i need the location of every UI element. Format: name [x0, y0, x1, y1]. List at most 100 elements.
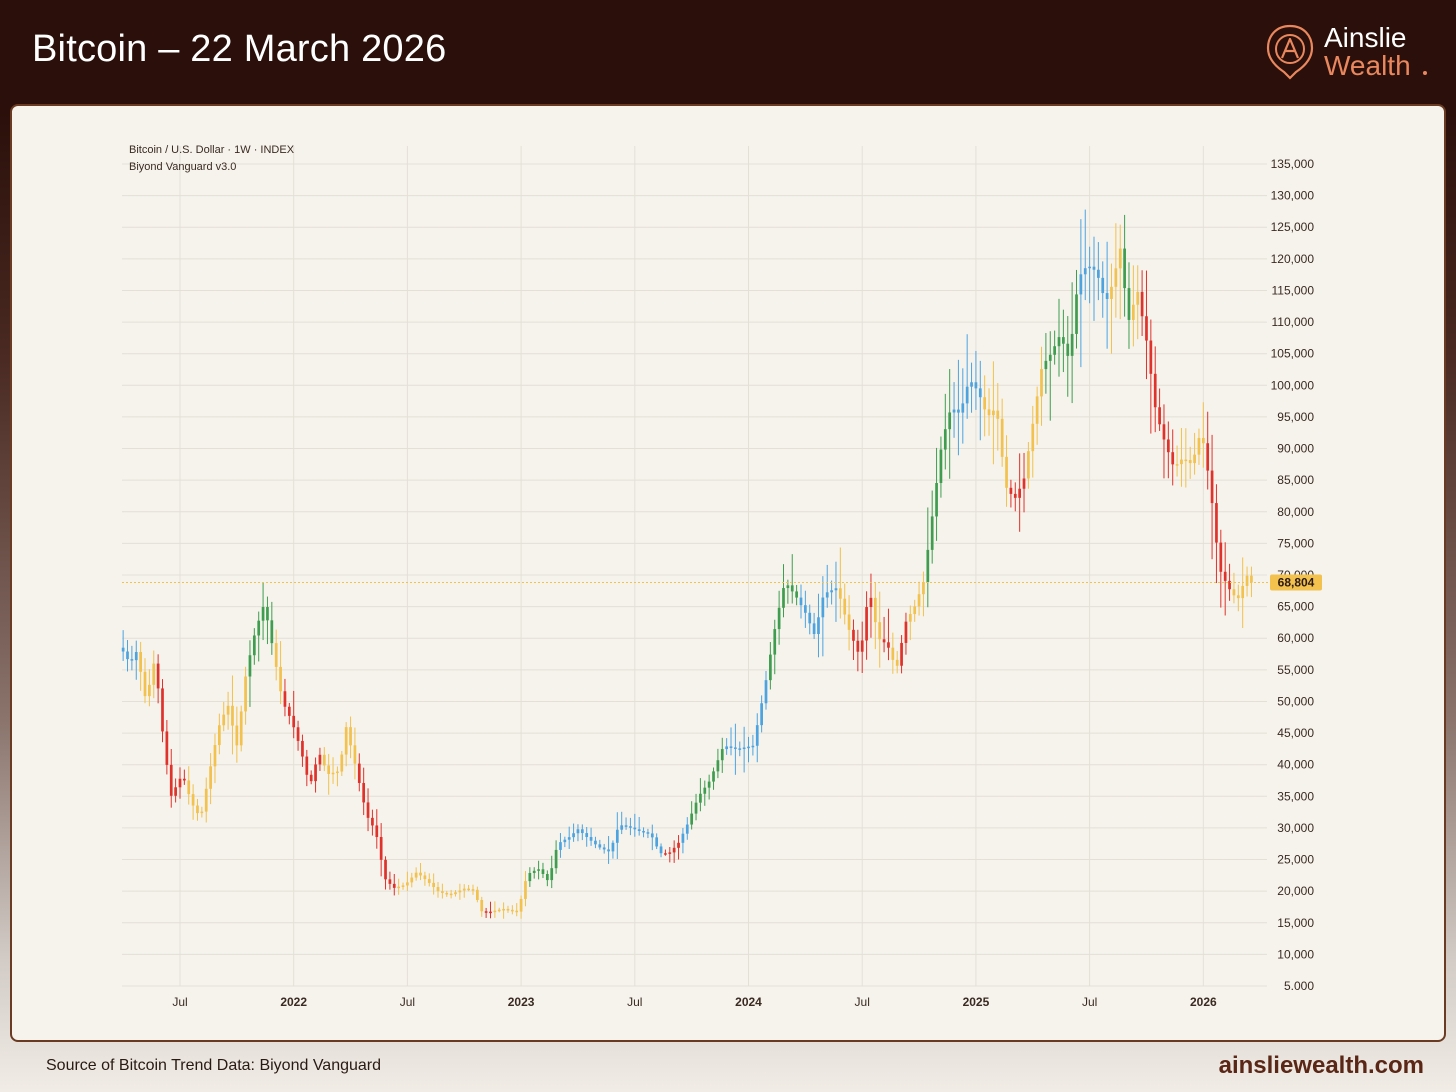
- candle-body: [1053, 346, 1056, 355]
- candle-body: [379, 837, 383, 860]
- y-tick-label: 130,000: [1271, 189, 1315, 203]
- candle-body: [524, 881, 527, 899]
- candle-body: [532, 870, 536, 873]
- y-tick-label: 65,000: [1277, 600, 1314, 614]
- candle-body: [694, 802, 698, 814]
- candle-body: [602, 847, 606, 850]
- candle-body: [1131, 304, 1135, 320]
- candle-body: [865, 607, 868, 641]
- candle-body: [961, 403, 965, 413]
- candle-body: [598, 844, 602, 848]
- candle-body: [935, 483, 938, 517]
- candle-body: [1057, 337, 1061, 347]
- candle-body: [126, 651, 129, 660]
- candle-body: [1062, 337, 1065, 344]
- y-tick-label: 10,000: [1277, 947, 1314, 961]
- candle-body: [480, 900, 484, 912]
- candle-body: [410, 877, 414, 883]
- candle-body: [515, 910, 519, 913]
- candle-body: [948, 412, 952, 430]
- candle-body: [471, 889, 475, 891]
- candle-body: [620, 825, 624, 830]
- candle-body: [1097, 269, 1100, 278]
- candle-body: [191, 794, 195, 806]
- candle-body: [738, 748, 742, 750]
- price-chart[interactable]: 5.000 10,000 15,000 20,000 25,000 30,000 35,00…: [12, 106, 1444, 1040]
- candle-body: [1184, 459, 1188, 462]
- candle-body: [716, 760, 720, 772]
- candle-body: [567, 837, 571, 840]
- candle-body: [699, 793, 702, 803]
- candle-body: [607, 849, 610, 852]
- candle-body: [1219, 542, 1223, 572]
- candle-body: [882, 639, 886, 643]
- candlestick-series: [121, 209, 1253, 919]
- candle-body: [1114, 268, 1118, 287]
- candle-body: [371, 817, 374, 826]
- candle-body: [659, 846, 663, 854]
- candle-body: [449, 893, 453, 896]
- candle-body: [1232, 589, 1236, 596]
- candle-body: [366, 802, 370, 818]
- candle-body: [917, 594, 921, 607]
- candle-body: [821, 597, 825, 618]
- candle-body: [502, 908, 505, 911]
- candle-body: [537, 869, 540, 871]
- candle-body: [873, 597, 877, 623]
- y-tick-label: 50,000: [1277, 694, 1314, 708]
- candle-body: [913, 606, 917, 615]
- candle-body: [1149, 340, 1153, 374]
- candle-body: [615, 829, 619, 843]
- y-tick-label: 120,000: [1271, 252, 1315, 266]
- candle-body: [1018, 488, 1022, 498]
- x-tick-label: 2023: [508, 995, 535, 1009]
- candle-body: [633, 827, 637, 830]
- candle-body: [922, 582, 925, 595]
- chart-panel: 5.000 10,000 15,000 20,000 25,000 30,000 35,00…: [10, 104, 1446, 1042]
- candle-body: [445, 892, 449, 895]
- candle-body: [1044, 360, 1048, 370]
- logo-line-ainslie: Ainslie: [1324, 22, 1407, 53]
- x-tick-label: Jul: [627, 995, 642, 1009]
- candle-body: [419, 872, 422, 876]
- candle-body: [292, 715, 296, 728]
- candle-body: [161, 688, 164, 732]
- candle-body: [1158, 407, 1161, 425]
- candle-body: [900, 642, 903, 666]
- candle-body: [817, 617, 820, 635]
- candle-body: [213, 745, 217, 767]
- candle-body: [432, 882, 435, 888]
- candle-body: [156, 663, 160, 689]
- candle-body: [554, 849, 558, 869]
- candle-body: [1009, 487, 1013, 494]
- candle-body: [834, 588, 838, 591]
- y-tick-label: 25,000: [1277, 853, 1314, 867]
- candle-body: [1145, 316, 1148, 341]
- candle-body: [1241, 585, 1245, 599]
- website-link[interactable]: ainsliewealth.com: [1218, 1052, 1424, 1079]
- candle-body: [375, 825, 379, 838]
- candle-body: [235, 725, 239, 746]
- y-tick-label: 90,000: [1277, 442, 1314, 456]
- candle-body: [1040, 369, 1043, 397]
- candle-body: [755, 725, 759, 746]
- candle-body: [336, 771, 339, 774]
- candle-body: [992, 410, 995, 416]
- candle-body: [318, 754, 322, 765]
- candle-body: [423, 875, 427, 880]
- candle-body: [576, 829, 580, 834]
- candle-body: [646, 832, 650, 834]
- candle-body: [878, 622, 882, 640]
- candle-body: [725, 746, 728, 750]
- candle-body: [939, 449, 943, 484]
- candle-body: [559, 842, 562, 850]
- y-tick-label: 80,000: [1277, 505, 1314, 519]
- candle-body: [274, 643, 278, 667]
- candle-body: [493, 910, 497, 913]
- candle-body: [1110, 286, 1113, 299]
- y-tick-label: 5.000: [1284, 979, 1314, 993]
- candle-body: [244, 676, 247, 712]
- candle-body: [1215, 503, 1218, 543]
- candle-body: [943, 429, 947, 450]
- candle-body: [362, 782, 366, 803]
